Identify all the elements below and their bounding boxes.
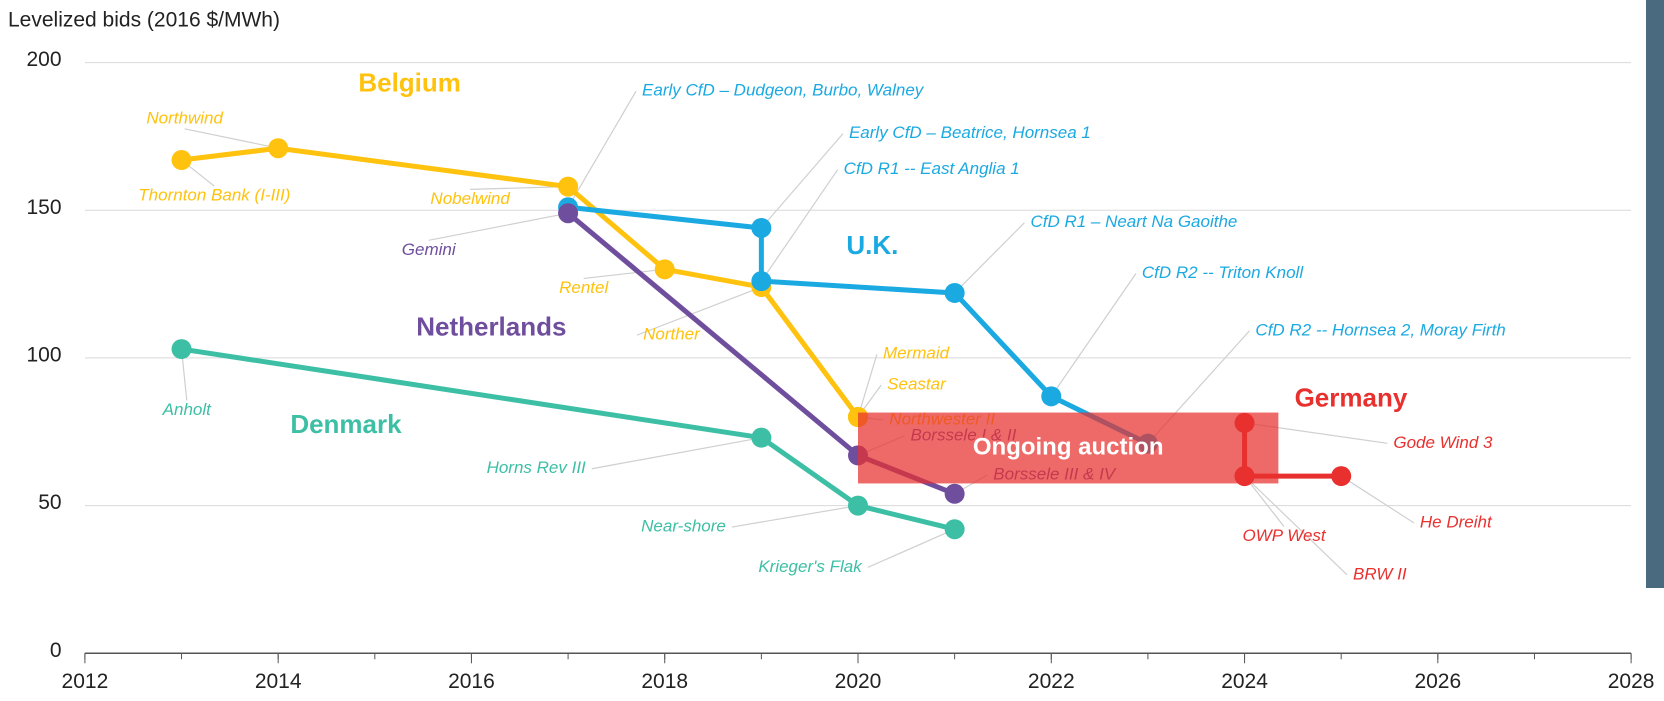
page: {"chart_data": {"type": "line", "title":… bbox=[0, 0, 1664, 701]
point-label: Horns Rev III bbox=[487, 458, 586, 477]
point-label: Rentel bbox=[559, 278, 609, 297]
point-label: Gode Wind 3 bbox=[1393, 433, 1493, 452]
y-tick-label: 50 bbox=[38, 491, 61, 514]
data-point bbox=[1041, 386, 1061, 406]
series-name: Netherlands bbox=[416, 312, 566, 342]
leader-line bbox=[592, 438, 762, 469]
data-point bbox=[1331, 466, 1351, 486]
series-name: Denmark bbox=[290, 409, 402, 439]
photo-edge bbox=[1646, 0, 1664, 588]
x-tick-label: 2018 bbox=[641, 670, 688, 693]
y-tick-label: 150 bbox=[27, 196, 62, 219]
point-label: Northwind bbox=[146, 108, 223, 127]
point-label: Krieger's Flak bbox=[758, 557, 863, 576]
chart-title: Levelized bids (2016 $/MWh) bbox=[8, 9, 280, 32]
point-label: Thornton Bank (I-III) bbox=[138, 186, 290, 205]
point-label: Anholt bbox=[162, 400, 212, 419]
leader-line bbox=[568, 91, 636, 207]
data-point bbox=[172, 339, 192, 359]
series-name: U.K. bbox=[846, 230, 898, 260]
series-name: Germany bbox=[1295, 383, 1408, 413]
leader-line bbox=[955, 223, 1025, 293]
x-tick-label: 2028 bbox=[1608, 670, 1655, 693]
x-tick-label: 2020 bbox=[835, 670, 882, 693]
point-label: Early CfD – Dudgeon, Burbo, Walney bbox=[642, 81, 925, 100]
point-label: Norther bbox=[643, 325, 701, 344]
data-point bbox=[848, 496, 868, 516]
point-label: Near-shore bbox=[641, 517, 726, 536]
x-tick-label: 2022 bbox=[1028, 670, 1075, 693]
point-label: Mermaid bbox=[883, 344, 950, 363]
data-point bbox=[751, 271, 771, 291]
point-label: CfD R1 -- East Anglia 1 bbox=[844, 159, 1020, 178]
data-point bbox=[945, 283, 965, 303]
series-name: Belgium bbox=[358, 68, 461, 98]
x-tick-label: 2024 bbox=[1221, 670, 1268, 693]
leader-line bbox=[761, 170, 837, 281]
x-tick-label: 2016 bbox=[448, 670, 495, 693]
x-tick-label: 2014 bbox=[255, 670, 302, 693]
point-label: Early CfD – Beatrice, Hornsea 1 bbox=[849, 123, 1091, 142]
data-point bbox=[558, 177, 578, 197]
data-point bbox=[945, 519, 965, 539]
leader-line bbox=[1341, 476, 1414, 523]
leader-line bbox=[732, 506, 858, 527]
point-label: Seastar bbox=[887, 374, 947, 393]
data-point bbox=[268, 138, 288, 158]
data-point bbox=[751, 428, 771, 448]
leader-line bbox=[429, 213, 568, 240]
point-label: CfD R2 -- Hornsea 2, Moray Firth bbox=[1255, 320, 1505, 339]
point-label: He Dreiht bbox=[1420, 512, 1493, 531]
y-tick-label: 200 bbox=[27, 48, 62, 71]
y-tick-label: 0 bbox=[50, 639, 62, 662]
data-point bbox=[655, 259, 675, 279]
data-point bbox=[945, 484, 965, 504]
point-label: CfD R2 -- Triton Knoll bbox=[1142, 263, 1304, 282]
point-label: BRW II bbox=[1353, 564, 1407, 583]
leader-line bbox=[185, 129, 279, 148]
point-label: Nobelwind bbox=[430, 189, 510, 208]
leader-line bbox=[868, 529, 955, 567]
data-point bbox=[172, 150, 192, 170]
x-tick-label: 2026 bbox=[1414, 670, 1461, 693]
annotation-text: Ongoing auction bbox=[973, 433, 1164, 460]
data-point bbox=[558, 203, 578, 223]
y-tick-label: 100 bbox=[27, 343, 62, 366]
leader-line bbox=[1051, 274, 1136, 397]
chart: Levelized bids (2016 $/MWh) 0 50 100 150 200… bbox=[0, 0, 1664, 701]
x-tick-label: 2012 bbox=[62, 670, 109, 693]
point-label: Gemini bbox=[402, 240, 457, 259]
point-label: OWP West bbox=[1243, 526, 1327, 545]
point-label: CfD R1 – Neart Na Gaoithe bbox=[1030, 212, 1237, 231]
data-point bbox=[751, 218, 771, 238]
